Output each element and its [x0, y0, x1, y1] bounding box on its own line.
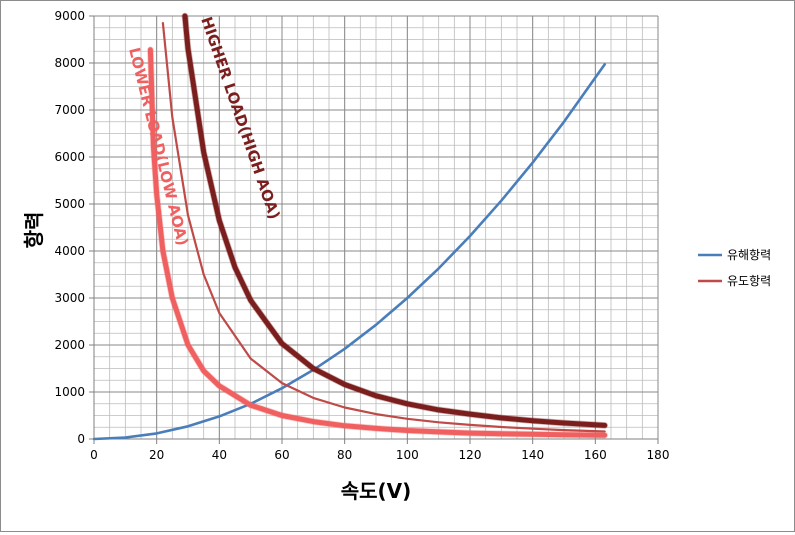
series-line [161, 22, 606, 433]
legend-label: 유해항력 [727, 248, 771, 262]
series-line [92, 63, 606, 441]
x-tick-label: 140 [521, 448, 544, 462]
y-tick-label: 5000 [54, 197, 85, 211]
y-tick-label: 7000 [54, 103, 85, 117]
x-tick-label: 60 [274, 448, 289, 462]
x-tick-label: 20 [149, 448, 164, 462]
grid [93, 15, 659, 440]
y-tick-label: 9000 [54, 9, 85, 23]
y-tick-label: 0 [77, 432, 85, 446]
x-tick-label: 0 [90, 448, 98, 462]
x-axis-label: 속도(V) [341, 479, 412, 503]
series-line [147, 47, 608, 438]
x-tick-label: 40 [212, 448, 227, 462]
y-tick-label: 3000 [54, 291, 85, 305]
x-tick-label: 80 [337, 448, 352, 462]
x-tick-label: 180 [647, 448, 670, 462]
x-tick-label: 120 [459, 448, 482, 462]
y-tick-label: 6000 [54, 150, 85, 164]
y-tick-label: 8000 [54, 56, 85, 70]
y-axis-label: 항력 [22, 212, 46, 249]
series [92, 12, 608, 441]
y-tick-label: 1000 [54, 385, 85, 399]
axes: 0 20 40 60 80 100 120 140 160 180 0 1000 2000 3000 400… [54, 9, 669, 462]
series-line [182, 13, 608, 428]
y-tick-label: 4000 [54, 244, 85, 258]
x-tick-label: 100 [396, 448, 419, 462]
y-tick-label: 2000 [54, 338, 85, 352]
x-tick-label: 160 [584, 448, 607, 462]
legend-label: 유도항력 [727, 274, 771, 288]
